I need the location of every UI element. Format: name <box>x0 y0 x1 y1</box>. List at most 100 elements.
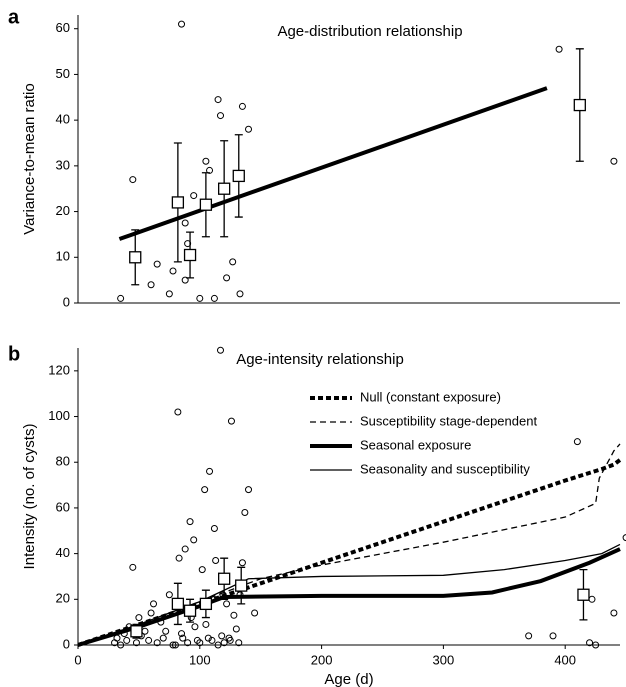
y-tick-label: 10 <box>56 249 70 264</box>
legend-label: Susceptibility stage-dependent <box>360 413 537 428</box>
data-point <box>588 595 596 603</box>
data-point <box>555 45 563 53</box>
data-point <box>235 639 243 647</box>
mean-marker <box>130 625 143 638</box>
data-point <box>186 518 194 526</box>
x-axis-label: Age (d) <box>324 671 373 687</box>
y-tick-label: 20 <box>56 591 70 606</box>
data-point <box>573 438 581 446</box>
data-point <box>145 636 153 644</box>
panel-label: a <box>8 6 20 28</box>
data-point <box>193 636 201 644</box>
data-point <box>201 486 209 494</box>
data-point <box>223 600 231 608</box>
data-point <box>191 623 199 631</box>
trend-line <box>77 543 621 646</box>
panel-label: b <box>8 343 20 365</box>
data-point <box>178 20 186 28</box>
data-point <box>226 636 234 644</box>
y-tick-label: 60 <box>56 499 70 514</box>
data-point <box>214 641 222 649</box>
data-point <box>206 467 214 475</box>
data-point <box>217 112 225 120</box>
data-point <box>135 614 143 622</box>
trend-line <box>77 458 622 647</box>
data-point <box>238 559 246 567</box>
data-point <box>238 102 246 110</box>
data-point <box>153 639 161 647</box>
mean-marker <box>577 588 590 601</box>
data-point <box>178 630 186 638</box>
data-point <box>204 634 212 642</box>
data-point <box>184 639 192 647</box>
data-point <box>181 545 189 553</box>
y-tick-label: 120 <box>48 362 70 377</box>
data-point <box>622 534 626 542</box>
data-point <box>175 554 183 562</box>
y-tick-label: 30 <box>56 157 70 172</box>
data-point <box>171 641 179 649</box>
data-point <box>229 258 237 266</box>
data-point <box>129 563 137 571</box>
y-axis-label: Intensity (no. of cysts) <box>21 424 38 570</box>
data-point <box>220 639 228 647</box>
data-point <box>592 641 600 649</box>
y-tick-label: 0 <box>63 294 70 309</box>
data-point <box>141 627 149 635</box>
data-point <box>245 486 253 494</box>
mean-marker <box>183 604 197 617</box>
data-point <box>165 591 173 599</box>
y-tick-label: 0 <box>63 636 70 651</box>
x-tick-label: 400 <box>554 652 576 667</box>
data-point <box>208 636 216 644</box>
data-point <box>206 166 214 174</box>
data-point <box>610 157 618 165</box>
y-tick-label: 80 <box>56 454 70 469</box>
data-point <box>117 294 125 302</box>
trend-line <box>77 443 621 646</box>
y-tick-label: 20 <box>56 203 70 218</box>
data-point <box>549 632 557 640</box>
data-point <box>610 609 618 617</box>
data-point <box>159 634 167 642</box>
data-point <box>245 125 253 133</box>
data-point <box>174 408 182 416</box>
data-point <box>117 641 125 649</box>
data-point <box>123 636 131 644</box>
data-point <box>230 611 238 619</box>
data-point <box>210 524 218 532</box>
data-point <box>218 632 226 640</box>
data-point <box>181 219 189 227</box>
data-point <box>202 157 210 165</box>
mean-marker <box>218 572 231 585</box>
x-tick-label: 100 <box>189 652 211 667</box>
mean-marker <box>235 579 248 592</box>
data-point <box>190 192 198 200</box>
data-point <box>196 294 204 302</box>
data-point <box>150 600 158 608</box>
data-point <box>162 627 170 635</box>
data-point <box>169 267 177 275</box>
y-axis-label: Variance-to-mean ratio <box>21 83 38 234</box>
y-tick-label: 60 <box>56 20 70 35</box>
data-point <box>129 176 137 184</box>
data-point <box>223 274 231 282</box>
data-point <box>147 609 155 617</box>
data-point <box>181 276 189 284</box>
data-point <box>153 260 161 268</box>
data-point <box>190 536 198 544</box>
data-point <box>217 346 225 354</box>
data-point <box>214 96 222 104</box>
data-point <box>198 566 206 574</box>
data-point <box>202 620 210 628</box>
y-tick-label: 40 <box>56 112 70 127</box>
data-point <box>586 639 594 647</box>
data-point <box>179 634 187 642</box>
mean-marker <box>199 597 213 611</box>
data-point <box>210 294 218 302</box>
data-point <box>241 508 249 516</box>
mean-marker <box>199 198 213 211</box>
mean-marker <box>232 169 245 183</box>
data-point <box>212 556 220 564</box>
legend-label: Seasonal exposure <box>360 437 471 452</box>
